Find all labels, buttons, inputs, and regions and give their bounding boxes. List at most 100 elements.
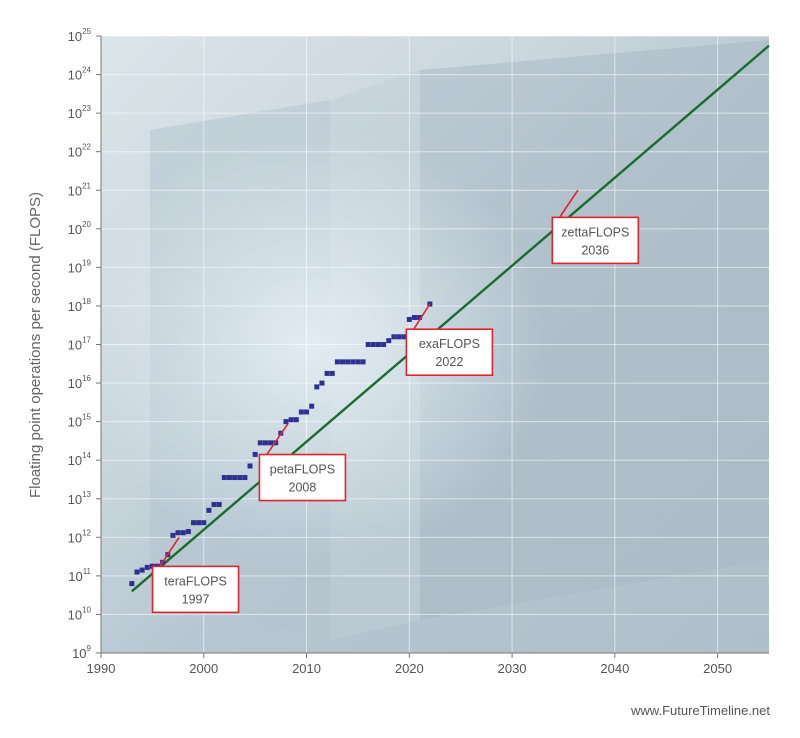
data-point-31: [288, 417, 294, 423]
annotation-label-petaflops: petaFLOPS: [270, 463, 335, 477]
x-tick-label-1: 2000: [189, 661, 218, 676]
data-point-44: [355, 359, 361, 365]
y-tick-label-16: 1025: [68, 27, 92, 44]
annotation-year-teraflops: 1997: [182, 592, 210, 606]
annotation-box-zettaflops: [551, 216, 640, 265]
data-point-50: [386, 338, 392, 344]
data-point-52: [396, 334, 402, 340]
annotation-label-exaflops: exaFLOPS: [419, 337, 480, 351]
y-tick-label-10: 1019: [68, 258, 92, 275]
y-tick-label-15: 1024: [68, 66, 92, 83]
data-point-11: [185, 529, 191, 535]
data-point-3: [144, 564, 150, 570]
data-point-15: [206, 507, 212, 513]
y-tick-label-0: 109: [72, 644, 91, 661]
x-tick-label-5: 2040: [600, 661, 629, 676]
gridlines: [101, 35, 769, 653]
data-point-37: [319, 380, 325, 386]
y-tick-label-14: 1023: [68, 104, 92, 121]
y-tick-label-5: 1014: [68, 451, 92, 468]
data-point-46: [365, 342, 371, 347]
annotation-box-petaflops: [258, 453, 347, 502]
y-tick-label-3: 1012: [68, 528, 92, 545]
y-tick-label-4: 1013: [68, 490, 92, 507]
x-tick-label-3: 2020: [395, 661, 424, 676]
data-point-13: [196, 520, 202, 526]
data-point-8: [170, 532, 176, 538]
data-point-14: [201, 520, 207, 526]
x-tick-label-4: 2030: [498, 661, 527, 676]
x-tick-label-2: 2010: [292, 661, 321, 676]
x-tick-labels: 1990 2000 2010 2020 2030 2040 2050: [87, 661, 733, 676]
y-axis-label: Floating point operations per second (FL…: [27, 192, 44, 498]
data-point-17: [216, 502, 222, 508]
annotation-leader-teraflops: [157, 536, 180, 569]
data-point-48: [375, 342, 381, 347]
y-tick-label-11: 1020: [68, 220, 92, 237]
data-points: [129, 301, 433, 587]
data-point-21: [237, 475, 243, 481]
y-tick-label-7: 1016: [68, 374, 92, 391]
data-point-9: [175, 530, 181, 536]
data-point-33: [298, 409, 304, 415]
site-credit: www.FutureTimeline.net: [631, 703, 770, 718]
data-point-49: [381, 342, 387, 347]
annotation-label-zettaflops: zettaFLOPS: [561, 225, 629, 239]
trend-line-path: [131, 44, 770, 593]
annotation-label-teraflops: teraFLOPS: [164, 574, 227, 588]
data-point-1: [134, 569, 140, 575]
y-tick-label-12: 1021: [68, 181, 92, 198]
data-point-19: [226, 475, 232, 481]
annotation-leader-petaflops: [264, 423, 289, 457]
data-point-55: [411, 315, 417, 321]
annotation-box-teraflops: [151, 565, 240, 614]
annotation-petaflops: petaFLOPS 2008: [258, 423, 347, 502]
data-point-32: [293, 417, 299, 423]
data-point-41: [340, 359, 346, 365]
annotation-year-zettaflops: 2036: [581, 243, 609, 257]
data-point-53: [401, 334, 407, 340]
annotation-leader-zettaflops: [557, 189, 579, 220]
x-tick-label-0: 1990: [87, 661, 116, 676]
data-point-24: [252, 451, 258, 457]
data-point-12: [190, 520, 196, 526]
data-point-2: [139, 567, 145, 573]
data-point-56: [417, 315, 423, 321]
data-point-0: [129, 581, 135, 587]
data-point-30: [283, 419, 289, 425]
y-tick-label-6: 1015: [68, 413, 92, 430]
data-point-47: [370, 342, 376, 347]
y-tick-labels: 109 1010 1011 1012 1013 1014 1015 1016 1017 1018 1…: [68, 27, 92, 661]
trend-line: [131, 44, 770, 593]
annotation-year-exaflops: 2022: [435, 355, 463, 369]
x-tick-label-6: 2050: [703, 661, 732, 676]
data-point-45: [360, 359, 366, 365]
annotation-zettaflops: zettaFLOPS 2036: [551, 189, 640, 265]
data-point-25: [257, 440, 263, 446]
data-point-22: [242, 475, 248, 481]
annotation-year-petaflops: 2008: [289, 481, 317, 495]
data-point-35: [309, 403, 315, 409]
data-point-26: [262, 440, 268, 446]
y-tick-label-13: 1022: [68, 143, 92, 160]
annotation-leader-exaflops: [411, 303, 431, 332]
annotation-teraflops: teraFLOPS 1997: [151, 536, 240, 614]
annotation-box-exaflops: [405, 328, 494, 377]
data-point-54: [406, 316, 412, 322]
data-point-38: [324, 370, 330, 376]
data-point-40: [334, 359, 340, 365]
data-point-51: [391, 334, 397, 340]
data-point-16: [211, 502, 217, 508]
y-tick-label-9: 1018: [68, 297, 92, 314]
data-point-42: [345, 359, 351, 365]
data-point-43: [350, 359, 356, 365]
annotation-exaflops: exaFLOPS 2022: [405, 303, 494, 377]
y-tick-label-8: 1017: [68, 336, 92, 353]
data-point-34: [304, 409, 310, 415]
data-point-10: [180, 530, 186, 536]
data-point-36: [314, 384, 320, 390]
data-point-20: [232, 475, 238, 481]
y-tick-label-1: 1010: [68, 605, 92, 622]
data-point-27: [268, 440, 274, 446]
